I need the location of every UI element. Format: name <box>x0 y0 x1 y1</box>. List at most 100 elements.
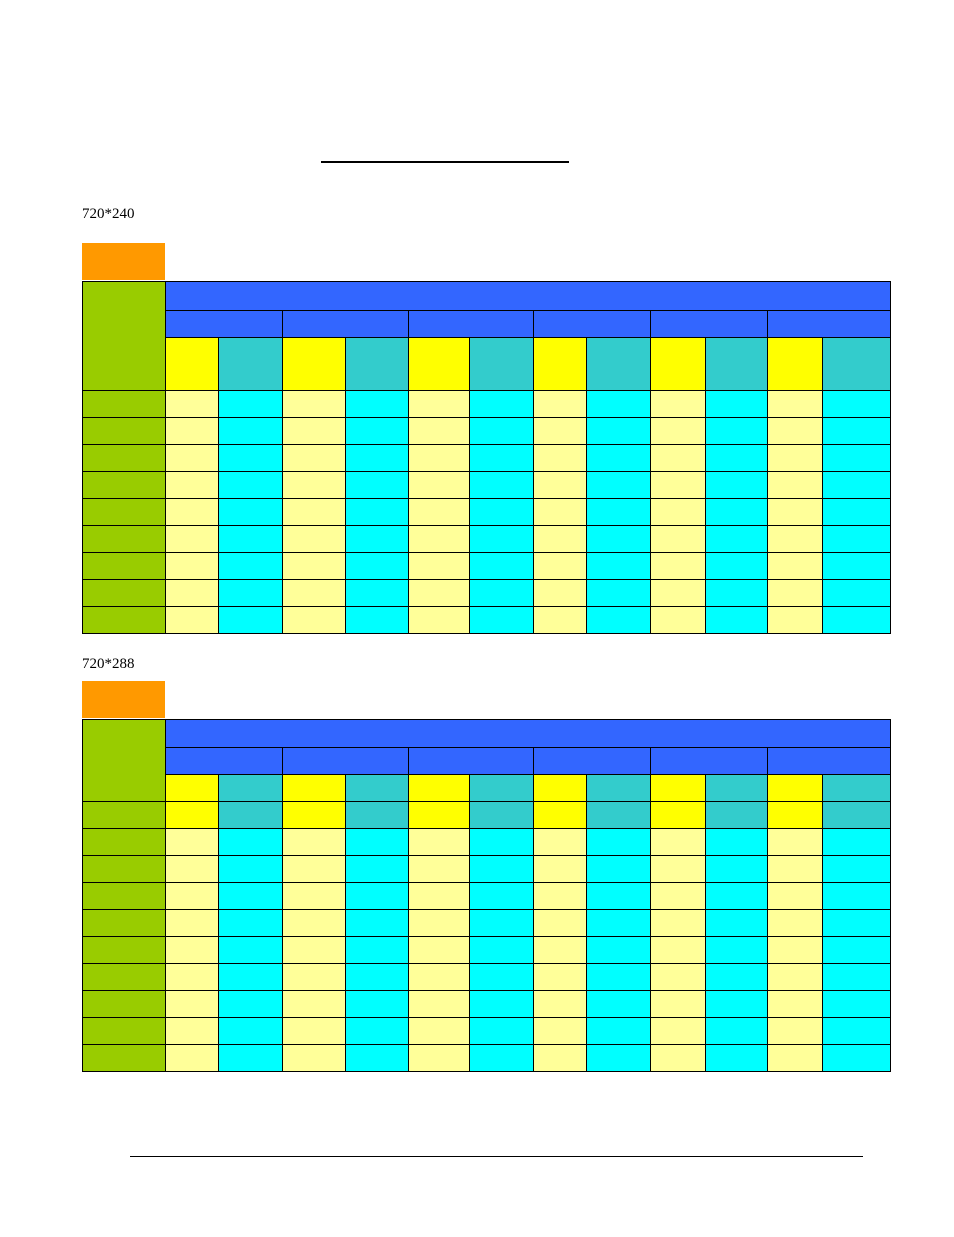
row-label-cell <box>82 801 166 829</box>
data-cell-cyan <box>705 606 768 634</box>
data-cell-cyan <box>705 909 768 937</box>
data-cell-yellow <box>767 963 823 991</box>
data-cell-yellow <box>650 444 706 472</box>
data-cell-yellow <box>767 1044 823 1072</box>
data-cell-cyan <box>586 882 651 910</box>
data-cell-cyan <box>345 1017 409 1045</box>
data-cell-yellow <box>282 525 346 553</box>
data-cell-cyan <box>586 498 651 526</box>
data-cell-yellow <box>533 471 587 499</box>
subheader-yellow <box>408 774 470 802</box>
data-cell-yellow <box>165 909 219 937</box>
data-cell-cyan <box>218 390 283 418</box>
data-cell-cyan <box>705 552 768 580</box>
data-cell-cyan <box>469 552 534 580</box>
data-cell-cyan <box>469 963 534 991</box>
group-header <box>282 747 409 775</box>
subheader-yellow <box>767 337 823 391</box>
subheader-teal <box>586 774 651 802</box>
title-underline <box>321 161 569 163</box>
orange-header-tab <box>82 681 165 718</box>
data-cell-yellow <box>165 471 219 499</box>
data-cell-yellow <box>165 828 219 856</box>
data-cell-yellow <box>767 552 823 580</box>
data-cell-yellow <box>650 828 706 856</box>
footer-rule <box>130 1156 863 1157</box>
data-cell-cyan <box>345 909 409 937</box>
data-cell-cyan <box>705 471 768 499</box>
data-cell-cyan <box>469 1017 534 1045</box>
data-cell-yellow <box>165 552 219 580</box>
data-cell-cyan <box>586 1044 651 1072</box>
data-cell-cyan <box>218 990 283 1018</box>
data-cell-yellow <box>767 498 823 526</box>
data-cell-yellow <box>767 990 823 1018</box>
row-label-cell <box>82 855 166 883</box>
data-cell-yellow <box>408 936 470 964</box>
subheader-yellow <box>533 801 587 829</box>
data-cell-cyan <box>469 855 534 883</box>
orange-header-tab <box>82 243 165 280</box>
data-cell-cyan <box>469 390 534 418</box>
data-cell-cyan <box>705 390 768 418</box>
data-cell-yellow <box>533 390 587 418</box>
data-cell-cyan <box>469 606 534 634</box>
subheader-yellow <box>533 337 587 391</box>
data-cell-cyan <box>586 828 651 856</box>
data-cell-yellow <box>533 882 587 910</box>
subheader-yellow <box>650 337 706 391</box>
row-label-cell <box>82 882 166 910</box>
data-cell-cyan <box>586 990 651 1018</box>
row-label-cell <box>82 552 166 580</box>
data-cell-cyan <box>345 828 409 856</box>
data-cell-cyan <box>586 390 651 418</box>
data-cell-yellow <box>767 390 823 418</box>
subheader-yellow <box>533 774 587 802</box>
data-cell-yellow <box>650 1044 706 1072</box>
subheader-yellow <box>282 337 346 391</box>
data-cell-yellow <box>165 417 219 445</box>
group-header <box>766 310 892 338</box>
data-cell-cyan <box>821 444 892 472</box>
data-cell-yellow <box>282 606 346 634</box>
subheader-teal <box>469 337 534 391</box>
subheader-teal <box>705 337 768 391</box>
data-cell-cyan <box>705 444 768 472</box>
data-cell-cyan <box>586 471 651 499</box>
data-cell-cyan <box>345 990 409 1018</box>
section-label-720x288: 720*288 <box>82 656 135 672</box>
subheader-yellow <box>408 337 470 391</box>
data-cell-yellow <box>165 963 219 991</box>
data-cell-yellow <box>165 936 219 964</box>
data-cell-cyan <box>218 498 283 526</box>
data-cell-yellow <box>533 909 587 937</box>
group-header <box>165 310 283 338</box>
data-cell-yellow <box>767 417 823 445</box>
data-cell-cyan <box>218 606 283 634</box>
data-cell-cyan <box>821 552 892 580</box>
data-cell-cyan <box>469 579 534 607</box>
data-cell-yellow <box>282 882 346 910</box>
data-cell-yellow <box>650 471 706 499</box>
data-cell-yellow <box>165 606 219 634</box>
data-cell-cyan <box>705 882 768 910</box>
data-cell-cyan <box>586 444 651 472</box>
subheader-yellow <box>767 774 823 802</box>
data-cell-yellow <box>282 471 346 499</box>
data-cell-yellow <box>282 579 346 607</box>
subheader-yellow <box>650 774 706 802</box>
data-cell-yellow <box>533 498 587 526</box>
data-cell-yellow <box>650 963 706 991</box>
data-cell-cyan <box>821 606 892 634</box>
data-cell-cyan <box>821 990 892 1018</box>
data-cell-cyan <box>821 579 892 607</box>
data-cell-cyan <box>469 828 534 856</box>
data-cell-yellow <box>533 525 587 553</box>
subheader-yellow <box>282 774 346 802</box>
data-cell-cyan <box>821 882 892 910</box>
subheader-yellow <box>282 801 346 829</box>
data-cell-yellow <box>282 936 346 964</box>
subheader-teal <box>705 774 768 802</box>
row-label-cell <box>82 498 166 526</box>
data-cell-yellow <box>282 552 346 580</box>
